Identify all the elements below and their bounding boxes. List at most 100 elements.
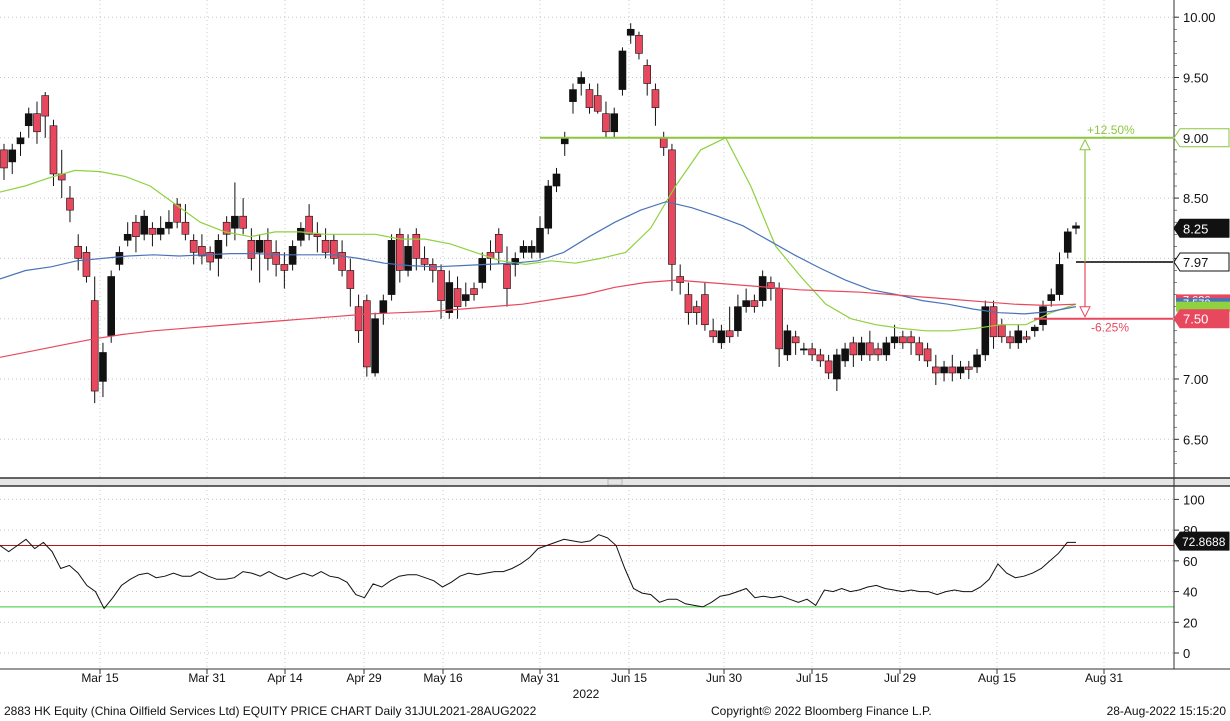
candle-up: [618, 50, 627, 90]
candle-down: [272, 252, 280, 265]
candle-up: [297, 227, 305, 241]
candle-down: [66, 197, 74, 211]
footer-copyright: Copyright© 2022 Bloomberg Finance L.P.: [711, 704, 932, 718]
candle-up: [231, 215, 239, 229]
candle-up: [956, 366, 965, 374]
candle-down: [247, 240, 256, 259]
candle-down: [428, 264, 437, 271]
candle-down: [41, 95, 50, 117]
rsi-y-tick-label: 100: [1183, 492, 1205, 507]
candle-up: [857, 342, 866, 356]
candle-down: [206, 252, 214, 263]
candle-down: [486, 252, 495, 259]
candle-down: [346, 270, 355, 289]
x-tick-label: Apr 14: [267, 671, 303, 685]
x-tick-label: Jul 29: [884, 671, 916, 685]
rsi-line: [0, 534, 1076, 610]
candle-up: [742, 300, 750, 307]
candle-down: [907, 336, 915, 344]
candle-up: [577, 77, 586, 84]
candle-up: [536, 227, 544, 253]
candle-down: [585, 89, 594, 108]
candle-up: [387, 240, 396, 295]
candle-down: [363, 300, 371, 368]
candle-down: [791, 336, 800, 344]
candle-up: [478, 258, 487, 283]
ma-axis-label-box: [1176, 301, 1230, 312]
x-tick-label: Jun 15: [611, 671, 647, 685]
footer-security-description: 2883 HK Equity (China Oilfield Services …: [4, 704, 537, 718]
candle-down: [33, 113, 41, 133]
x-tick-label: Mar 31: [188, 671, 226, 685]
candle-down: [74, 246, 83, 259]
candle-down: [470, 288, 478, 295]
candle-up: [511, 258, 520, 265]
x-tick-label: Aug 31: [1085, 671, 1123, 685]
candle-up: [123, 233, 132, 241]
candle-up: [1055, 264, 1064, 295]
candle-up: [156, 227, 165, 235]
candle-down: [899, 336, 907, 344]
candle-up: [758, 276, 767, 301]
candle-up: [1039, 306, 1047, 326]
candle-down: [503, 264, 511, 289]
candle-up: [519, 246, 528, 253]
candle-down: [181, 221, 190, 235]
candle-down: [330, 240, 338, 259]
stop-axis-label-text: 7.50: [1183, 312, 1208, 327]
candle-up: [552, 173, 561, 187]
candle-down: [222, 221, 231, 235]
candle-down: [437, 270, 445, 301]
x-tick-label: May 31: [520, 671, 560, 685]
candle-down: [49, 125, 58, 175]
candle-up: [527, 246, 536, 253]
moving-average-line: [0, 279, 1077, 358]
candle-up: [717, 330, 726, 344]
price-panel: +12.50% -6.25%: [0, 23, 1173, 404]
candle-up: [461, 294, 470, 301]
candle-up: [404, 246, 412, 271]
candle-up: [255, 240, 264, 253]
candle-down: [989, 306, 998, 338]
candle-down: [659, 137, 668, 148]
candle-up: [981, 306, 990, 356]
candle-down: [874, 348, 882, 356]
candle-down: [775, 288, 783, 350]
candle-up: [8, 149, 17, 163]
candle-down: [651, 89, 660, 108]
candle-down: [923, 348, 932, 362]
candle-down: [321, 240, 330, 253]
x-tick-label: May 16: [423, 671, 463, 685]
candle-down: [676, 276, 684, 283]
stop-axis-label-box: [1173, 309, 1230, 329]
panel-splitter-handle: [607, 478, 623, 486]
rsi-y-tick-label: 0: [1183, 646, 1190, 661]
candle-up: [940, 366, 948, 374]
candle-down: [420, 258, 429, 265]
candle-up: [107, 276, 115, 336]
candle-up: [973, 354, 981, 368]
price-y-tick-label: 10.00: [1183, 10, 1216, 25]
x-tick-label: Aug 15: [978, 671, 1016, 685]
candle-up: [882, 342, 891, 356]
candle-down: [1006, 336, 1014, 344]
target-axis-label-text: 9.00: [1183, 131, 1208, 146]
candle-up: [24, 113, 33, 127]
candle-down: [338, 252, 346, 271]
candle-down: [750, 300, 759, 307]
x-tick-label: Mar 15: [81, 671, 119, 685]
x-tick-label: Apr 29: [346, 671, 382, 685]
candle-down: [90, 300, 99, 392]
candle-up: [1072, 225, 1080, 229]
rsi-y-tick-label: 60: [1183, 554, 1197, 569]
price-y-tick-label: 8.50: [1183, 191, 1208, 206]
candle-down: [0, 149, 8, 169]
candle-up: [214, 240, 223, 259]
candle-up: [379, 300, 388, 313]
footer-timestamp: 28-Aug-2022 15:15:20: [1106, 704, 1226, 718]
candle-up: [165, 221, 173, 229]
last-level-axis-label-box: [1173, 252, 1230, 272]
candle-down: [396, 233, 404, 271]
candle-up: [610, 113, 619, 133]
